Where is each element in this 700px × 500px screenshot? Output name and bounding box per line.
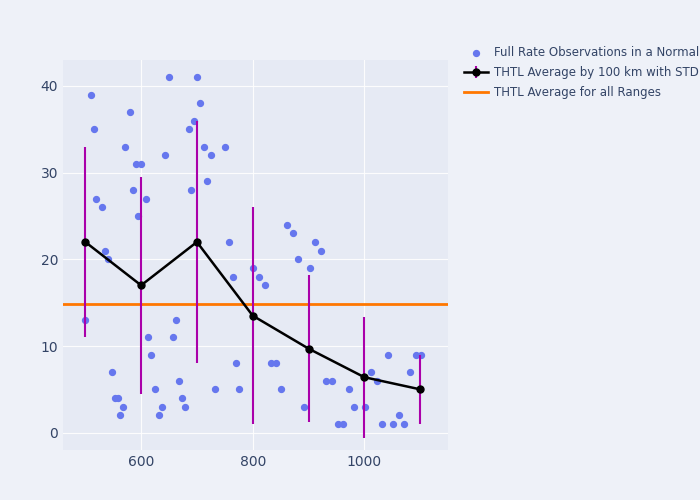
Point xyxy=(219,142,230,150)
Point xyxy=(133,212,144,220)
Point xyxy=(337,420,349,428)
Point xyxy=(136,160,147,168)
Point xyxy=(202,178,213,186)
Point xyxy=(254,272,265,280)
Point xyxy=(281,220,293,228)
Point xyxy=(91,194,102,202)
Point xyxy=(399,420,410,428)
Point xyxy=(174,376,185,384)
Point xyxy=(85,90,97,98)
Point xyxy=(393,412,405,420)
Point xyxy=(326,376,337,384)
Point xyxy=(315,246,326,254)
Point xyxy=(127,186,139,194)
Point xyxy=(304,264,315,272)
Point xyxy=(230,360,241,368)
Point xyxy=(260,282,271,290)
Point xyxy=(365,368,377,376)
Point xyxy=(265,360,276,368)
Point xyxy=(247,264,258,272)
Point xyxy=(163,74,174,82)
Point xyxy=(120,142,131,150)
Point xyxy=(275,386,286,394)
Point xyxy=(188,116,199,124)
Point xyxy=(106,368,118,376)
Point xyxy=(117,402,128,410)
Point xyxy=(170,316,181,324)
Point xyxy=(410,350,421,358)
Point xyxy=(377,420,388,428)
Point xyxy=(130,160,141,168)
Point xyxy=(99,246,111,254)
Point xyxy=(142,334,153,342)
Point xyxy=(405,368,416,376)
Point xyxy=(309,238,321,246)
Point xyxy=(97,204,108,212)
Point xyxy=(186,186,197,194)
Point xyxy=(191,74,202,82)
Point xyxy=(382,350,393,358)
Point xyxy=(168,334,179,342)
Point xyxy=(227,272,238,280)
Point xyxy=(160,152,171,160)
Point xyxy=(293,256,304,264)
Point xyxy=(157,402,168,410)
Point xyxy=(371,376,382,384)
Point xyxy=(233,386,244,394)
Point xyxy=(298,402,309,410)
Point xyxy=(176,394,188,402)
Point xyxy=(332,420,343,428)
Point xyxy=(153,412,164,420)
Point xyxy=(416,350,427,358)
Point xyxy=(112,394,123,402)
Point xyxy=(205,152,216,160)
Point xyxy=(140,194,151,202)
Point xyxy=(183,126,194,134)
Point xyxy=(287,230,298,237)
Point xyxy=(388,420,399,428)
Point xyxy=(80,316,91,324)
Point xyxy=(321,376,332,384)
Point xyxy=(360,402,371,410)
Legend: Full Rate Observations in a Normal Point, THTL Average by 100 km with STD, THTL : Full Rate Observations in a Normal Point… xyxy=(464,46,700,99)
Point xyxy=(209,386,220,394)
Point xyxy=(343,386,354,394)
Point xyxy=(109,394,120,402)
Point xyxy=(88,126,99,134)
Point xyxy=(102,256,113,264)
Point xyxy=(224,238,235,246)
Point xyxy=(146,350,157,358)
Point xyxy=(349,402,360,410)
Point xyxy=(195,100,206,108)
Point xyxy=(179,402,190,410)
Point xyxy=(114,412,125,420)
Point xyxy=(270,360,281,368)
Point xyxy=(125,108,136,116)
Point xyxy=(150,386,161,394)
Point xyxy=(198,142,209,150)
